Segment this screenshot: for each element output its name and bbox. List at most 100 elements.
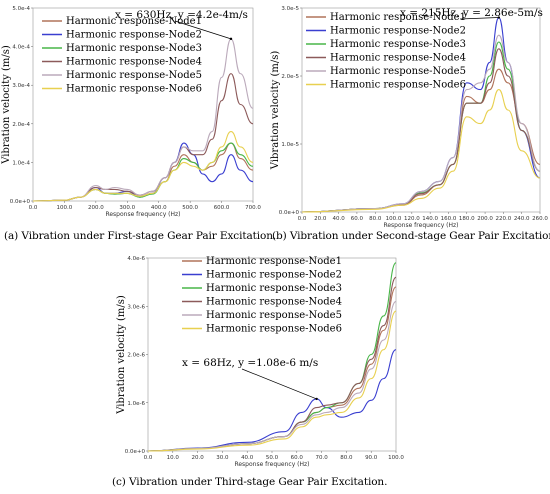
- plot-area: [301, 7, 541, 213]
- legend-label-6: Harmonic response-Node6: [206, 324, 342, 335]
- x-tick-label: 180.0: [459, 216, 475, 222]
- annotation-point: [229, 37, 233, 41]
- x-tick-label: 50.0: [266, 455, 279, 461]
- x-axis-label: Response frequency (Hz): [105, 211, 180, 218]
- legend-label-3: Harmonic response-Node3: [206, 283, 342, 294]
- y-axis-label: Vibration velocity (m/s): [1, 45, 12, 165]
- y-tick-label: 2.0e-6: [127, 353, 145, 359]
- series-line-6: [301, 89, 541, 213]
- annotation-point: [315, 397, 318, 401]
- x-tick-label: 60.0: [351, 216, 364, 222]
- x-tick-label: 400.0: [151, 205, 167, 211]
- legend-label-2: Harmonic response-Node2: [66, 30, 202, 41]
- x-tick-label: 240.0: [514, 216, 530, 222]
- x-tick-label: 70.0: [315, 455, 328, 461]
- y-tick-label: 3.0e-5: [281, 6, 299, 12]
- x-tick-label: 40.0: [332, 216, 345, 222]
- caption-a: (a) Vibration under First-stage Gear Pai…: [4, 230, 277, 242]
- legend-label-6: Harmonic response-Node6: [330, 80, 466, 91]
- caption-b: (b) Vibration under Second-stage Gear Pa…: [272, 230, 550, 242]
- x-tick-label: 300.0: [119, 205, 135, 211]
- chart-c-svg: 0.0 10.0 20.0 30.0 40.0 50.0 60.0 70.0 80.0 90.0 1…: [116, 256, 404, 468]
- series-line-6: [32, 130, 254, 202]
- chart-b-svg: 0.0 20.0 40.0 60.0 80.0 100.0 120.0 140.0 160.0 1…: [270, 6, 548, 229]
- x-tick-label: 260.0: [532, 216, 548, 222]
- x-tick-label: 100.0: [386, 216, 402, 222]
- legend-label-1: Harmonic response-Node1: [206, 256, 342, 267]
- x-tick-label: 80.0: [369, 216, 382, 222]
- chart-a: 0.0 100.0 200.0 300.0 400.0 500.0 600.0 700.0 0.…: [0, 0, 276, 250]
- x-axis-label: Response frequency (Hz): [383, 222, 458, 229]
- y-tick-label: 1.0e-5: [281, 142, 299, 148]
- annotation-point: [497, 16, 501, 19]
- y-tick-label: 0.0e+0: [279, 210, 300, 216]
- series-line-2: [147, 349, 397, 452]
- peak-annotation: x = 68Hz, y =1.08e-6 m/s: [182, 357, 318, 369]
- y-tick-label: 5.0e-4: [12, 6, 30, 12]
- x-tick-label: 500.0: [182, 205, 198, 211]
- y-tick-label: 1.0e-6: [127, 401, 145, 407]
- x-tick-label: 100.0: [388, 455, 404, 461]
- legend-label-2: Harmonic response-Node2: [330, 26, 466, 37]
- y-tick-label: 0.0e+0: [125, 449, 146, 455]
- legend-label-5: Harmonic response-Node5: [206, 310, 342, 321]
- legend-label-2: Harmonic response-Node2: [206, 270, 342, 281]
- x-tick-label: 120.0: [404, 216, 420, 222]
- x-tick-label: 100.0: [57, 205, 73, 211]
- annotation-arrow: [459, 17, 499, 20]
- legend-label-5: Harmonic response-Node5: [330, 66, 466, 77]
- y-tick-label: 2.0e-4: [12, 122, 30, 128]
- caption-c: (c) Vibration under Third-stage Gear Pai…: [112, 476, 388, 488]
- x-tick-label: 10.0: [167, 455, 180, 461]
- x-tick-label: 90.0: [365, 455, 378, 461]
- legend-label-3: Harmonic response-Node3: [66, 43, 202, 54]
- legend-label-1: Harmonic response-Node1: [66, 16, 202, 27]
- x-tick-label: 0.0: [298, 216, 307, 222]
- chart-a-svg: 0.0 100.0 200.0 300.0 400.0 500.0 600.0 700.0 0.…: [1, 6, 261, 218]
- peak-annotation: x = 630Hz, y =4.2e-4m/s: [115, 9, 248, 21]
- y-axis-label: Vibration velocity (m/s): [270, 51, 281, 171]
- y-tick-label: 2.0e-5: [281, 74, 299, 80]
- x-tick-label: 60.0: [291, 455, 304, 461]
- x-tick-label: 700.0: [245, 205, 261, 211]
- legend-label-5: Harmonic response-Node5: [66, 70, 202, 81]
- x-tick-label: 140.0: [422, 216, 438, 222]
- y-tick-label: 3.0e-4: [12, 83, 30, 89]
- annotation-arrow: [174, 20, 232, 40]
- legend-label-6: Harmonic response-Node6: [66, 84, 202, 95]
- x-tick-label: 600.0: [214, 205, 230, 211]
- x-tick-label: 220.0: [496, 216, 512, 222]
- x-tick-label: 0.0: [29, 205, 38, 211]
- x-tick-label: 160.0: [441, 216, 457, 222]
- series-line-6: [147, 310, 397, 452]
- legend-label-1: Harmonic response-Node1: [330, 12, 466, 23]
- chart-b: 0.0 20.0 40.0 60.0 80.0 100.0 120.0 140.0 160.0 1…: [270, 0, 550, 250]
- y-tick-label: 0.0e+0: [10, 199, 31, 205]
- x-tick-label: 30.0: [216, 455, 229, 461]
- x-tick-label: 0.0: [144, 455, 153, 461]
- y-tick-label: 3.0e-6: [127, 304, 145, 310]
- legend-label-4: Harmonic response-Node4: [66, 57, 202, 68]
- x-tick-label: 20.0: [314, 216, 327, 222]
- y-axis-label: Vibration velocity (m/s): [116, 295, 127, 415]
- plot-area: [147, 257, 397, 452]
- legend-label-4: Harmonic response-Node4: [330, 53, 466, 64]
- x-tick-label: 40.0: [241, 455, 254, 461]
- y-tick-label: 4.0e-6: [127, 256, 145, 262]
- series-line-5: [301, 34, 541, 213]
- y-tick-label: 1.0e-4: [12, 160, 30, 166]
- y-tick-label: 4.0e-4: [12, 45, 30, 51]
- legend-label-3: Harmonic response-Node3: [330, 39, 466, 50]
- chart-c: 0.0 10.0 20.0 30.0 40.0 50.0 60.0 70.0 80.0 90.0 1…: [112, 252, 420, 494]
- series-line-5: [32, 38, 254, 202]
- annotation-arrow: [241, 368, 317, 400]
- series-line-5: [147, 300, 397, 452]
- x-tick-label: 80.0: [340, 455, 353, 461]
- x-tick-label: 20.0: [191, 455, 204, 461]
- series-line-4: [301, 48, 541, 213]
- x-tick-label: 200.0: [477, 216, 493, 222]
- x-axis-label: Response frequency (Hz): [234, 461, 309, 468]
- legend-label-4: Harmonic response-Node4: [206, 297, 342, 308]
- x-tick-label: 200.0: [88, 205, 104, 211]
- peak-annotation: x = 215Hz, y = 2.86e-5m/s: [400, 7, 543, 19]
